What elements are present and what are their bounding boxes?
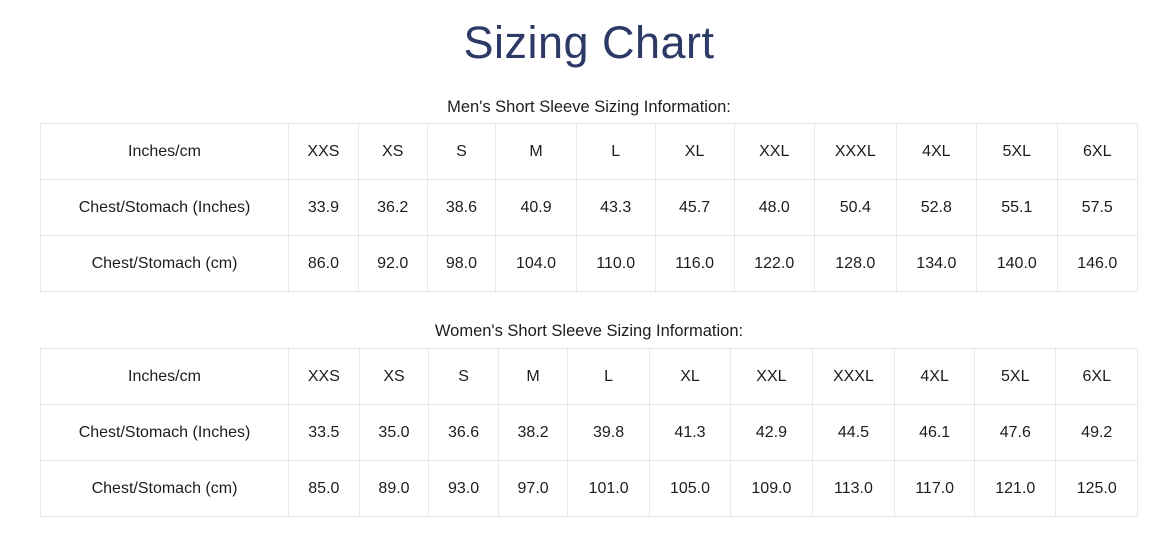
size-header-cell: XL [654,123,735,181]
size-header-cell: 5XL [974,348,1057,406]
measurement-value-cell: 110.0 [575,235,656,293]
size-header-cell: XXXL [813,123,897,181]
measurement-label-cell: Chest/Stomach (Inches) [40,179,289,237]
measurement-value-cell: 105.0 [648,460,732,518]
unit-header-cell: Inches/cm [40,123,289,181]
womens-section-title: Women's Short Sleeve Sizing Information: [434,322,744,341]
measurement-value-cell: 93.0 [428,460,499,518]
measurement-value-cell: 35.0 [358,404,430,462]
size-header-cell: M [497,348,569,406]
mens-section-title: Men's Short Sleeve Sizing Information: [447,97,731,116]
size-header-cell: 6XL [1056,123,1138,181]
measurement-value-cell: 38.2 [497,404,569,462]
measurement-value-cell: 92.0 [357,235,428,293]
sizing-chart-content: Sizing Chart Men's Short Sleeve Sizing I… [40,17,1138,518]
measurement-value-cell: 42.9 [730,404,813,462]
measurement-value-cell: 43.3 [575,179,656,237]
measurement-value-cell: 121.0 [974,460,1057,518]
size-header-cell: XXXL [811,348,896,406]
measurement-value-cell: 52.8 [895,179,978,237]
size-header-cell: S [426,123,497,181]
measurement-value-cell: 89.0 [358,460,430,518]
size-header-cell: XL [648,348,732,406]
measurement-value-cell: 49.2 [1055,404,1138,462]
measurement-value-cell: 146.0 [1056,235,1138,293]
measurement-value-cell: 50.4 [813,179,897,237]
size-header-row: Inches/cm XXS XS S M L XL XXL XXXL 4XL 5XL 6XL [40,123,1138,181]
size-header-row: Inches/cm XXS XS S M L XL XXL XXXL 4XL 5XL 6XL [40,348,1138,406]
size-header-cell: XXL [733,123,815,181]
measurement-value-cell: 38.6 [426,179,497,237]
measurement-value-cell: 140.0 [976,235,1058,293]
size-header-cell: XS [358,348,430,406]
measurement-value-cell: 125.0 [1055,460,1138,518]
size-header-cell: 4XL [894,348,976,406]
measurement-value-cell: 109.0 [730,460,813,518]
measurement-value-cell: 86.0 [288,235,359,293]
size-header-cell: XS [357,123,428,181]
measurement-value-cell: 36.2 [357,179,428,237]
mens-sizing-section: Men's Short Sleeve Sizing Information: I… [40,98,1138,293]
measurement-value-cell: 97.0 [497,460,569,518]
womens-sizing-section: Women's Short Sleeve Sizing Information:… [40,322,1138,518]
size-header-cell: XXS [288,123,359,181]
measurement-label-cell: Chest/Stomach (cm) [40,235,289,293]
size-header-cell: S [428,348,499,406]
measurement-value-cell: 36.6 [428,404,499,462]
womens-sizing-table: Inches/cm XXS XS S M L XL XXL XXXL 4XL 5XL 6XL Chest… [40,348,1138,518]
measurement-value-cell: 101.0 [567,460,650,518]
measurement-value-cell: 48.0 [733,179,815,237]
measurement-value-cell: 128.0 [813,235,897,293]
measurement-value-cell: 41.3 [648,404,732,462]
measurement-value-cell: 98.0 [426,235,497,293]
size-header-cell: 5XL [976,123,1058,181]
size-header-cell: XXL [730,348,813,406]
size-header-cell: L [567,348,650,406]
measurement-value-cell: 39.8 [567,404,650,462]
sizing-chart-page: Sizing Chart Men's Short Sleeve Sizing I… [0,18,1152,550]
measurement-value-cell: 57.5 [1056,179,1138,237]
measurement-value-cell: 55.1 [976,179,1058,237]
measurement-value-cell: 33.9 [288,179,359,237]
size-header-cell: L [575,123,656,181]
measurement-label-cell: Chest/Stomach (Inches) [40,404,289,462]
measurement-value-cell: 33.5 [288,404,360,462]
measurement-value-cell: 104.0 [495,235,577,293]
measurement-label-cell: Chest/Stomach (cm) [40,460,289,518]
size-header-cell: 6XL [1055,348,1138,406]
measurement-value-cell: 116.0 [654,235,735,293]
measurement-row: Chest/Stomach (Inches) 33.9 36.2 38.6 40.9 43… [40,179,1138,237]
measurement-value-cell: 117.0 [894,460,976,518]
measurement-value-cell: 44.5 [811,404,896,462]
measurement-value-cell: 122.0 [733,235,815,293]
measurement-value-cell: 113.0 [811,460,896,518]
measurement-row: Chest/Stomach (Inches) 33.5 35.0 36.6 38.2 39… [40,404,1138,462]
mens-sizing-table: Inches/cm XXS XS S M L XL XXL XXXL 4XL 5XL 6XL Chest… [40,123,1138,293]
measurement-value-cell: 45.7 [654,179,735,237]
measurement-value-cell: 134.0 [895,235,978,293]
size-header-cell: XXS [288,348,360,406]
size-header-cell: M [495,123,577,181]
measurement-value-cell: 85.0 [288,460,360,518]
measurement-value-cell: 40.9 [495,179,577,237]
measurement-row: Chest/Stomach (cm) 85.0 89.0 93.0 97.0 101.0 1… [40,460,1138,518]
measurement-value-cell: 46.1 [894,404,976,462]
page-title: Sizing Chart [463,17,715,68]
measurement-value-cell: 47.6 [974,404,1057,462]
measurement-row: Chest/Stomach (cm) 86.0 92.0 98.0 104.0 110.0… [40,235,1138,293]
unit-header-cell: Inches/cm [40,348,289,406]
size-header-cell: 4XL [895,123,978,181]
